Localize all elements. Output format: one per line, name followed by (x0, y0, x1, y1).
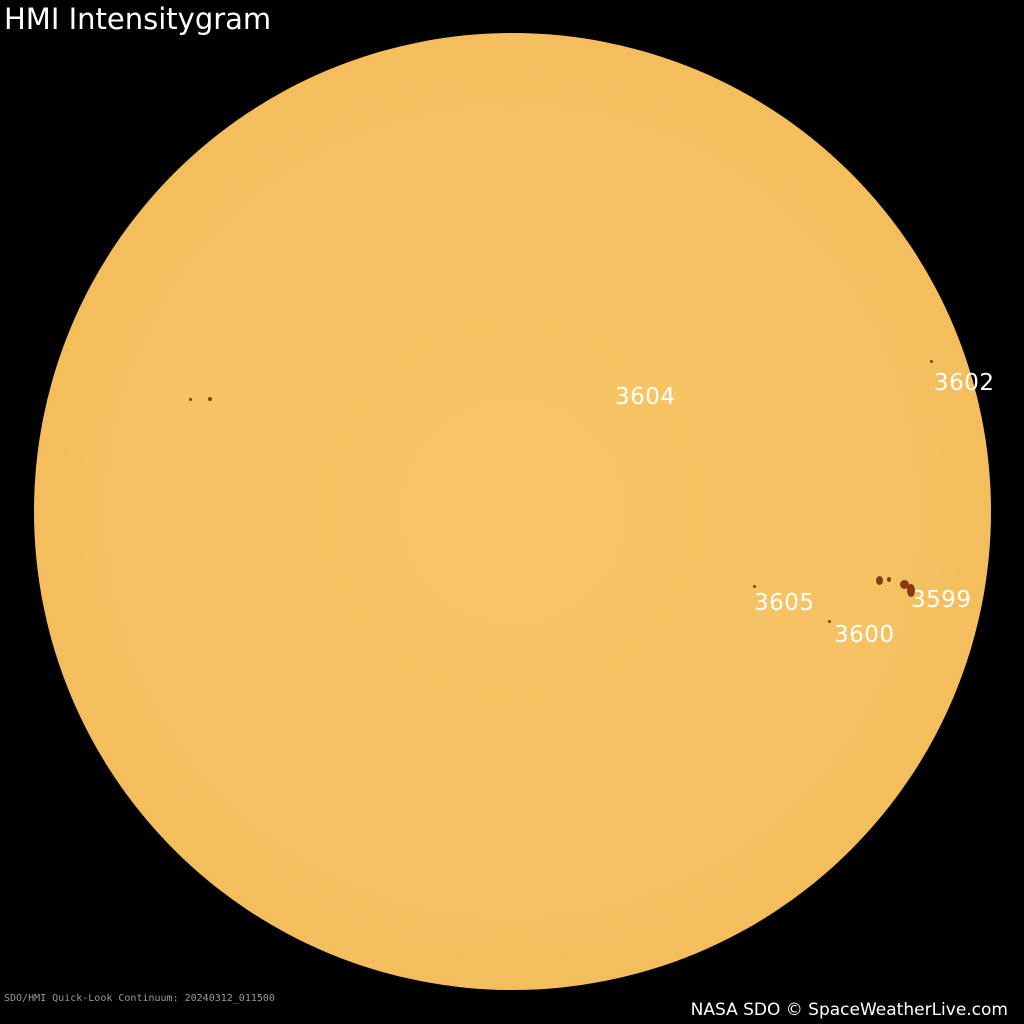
image-title: HMI Intensitygram (4, 2, 272, 36)
region-label-3605: 3605 (754, 590, 815, 616)
source-caption: SDO/HMI Quick-Look Continuum: 20240312_0… (4, 993, 275, 1004)
sunspot (753, 585, 756, 588)
sunspot (208, 397, 212, 401)
region-label-3600: 3600 (834, 622, 895, 648)
sunspot (887, 577, 891, 582)
sunspot (876, 576, 883, 585)
sunspot (930, 360, 933, 363)
region-label-3604: 3604 (615, 384, 676, 410)
region-label-3599: 3599 (911, 587, 972, 613)
sunspot (907, 584, 915, 597)
credit-caption: NASA SDO © SpaceWeatherLive.com (690, 1000, 1008, 1020)
sunspot (189, 398, 192, 401)
region-label-3602: 3602 (934, 370, 995, 396)
sunspot (900, 580, 909, 589)
sunspot (828, 620, 831, 623)
solar-disk (34, 33, 991, 990)
